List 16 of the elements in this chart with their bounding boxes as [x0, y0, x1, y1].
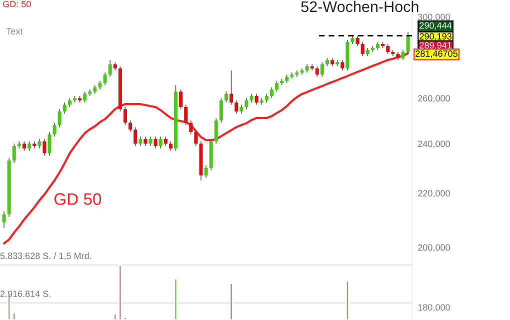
y-tick-label: 260,000 — [418, 95, 450, 103]
text: 290,444 — [420, 22, 452, 30]
ref-line-label: 52-Wochen-Hoch — [301, 0, 418, 12]
ref-line-label: 5.833.628 S. / 1,5 Mrd. — [0, 252, 92, 260]
text: 281,46705 — [416, 50, 458, 58]
y-tick-label: 220,000 — [418, 190, 450, 198]
y-tick-label: 200,000 — [418, 244, 450, 252]
y-tick-label: 180,000 — [418, 304, 450, 312]
y-tick-label: 240,000 — [418, 140, 450, 148]
y-tick-label: 300,000 — [418, 14, 450, 22]
series-label: GD 50 — [54, 193, 102, 205]
annotation: Text — [6, 28, 23, 34]
ref-line-label: 2.916.814 S. — [0, 290, 50, 297]
text: 290,193 — [420, 33, 452, 41]
text: 289,941 — [420, 42, 452, 50]
annotation: GD: 50 — [3, 0, 31, 8]
